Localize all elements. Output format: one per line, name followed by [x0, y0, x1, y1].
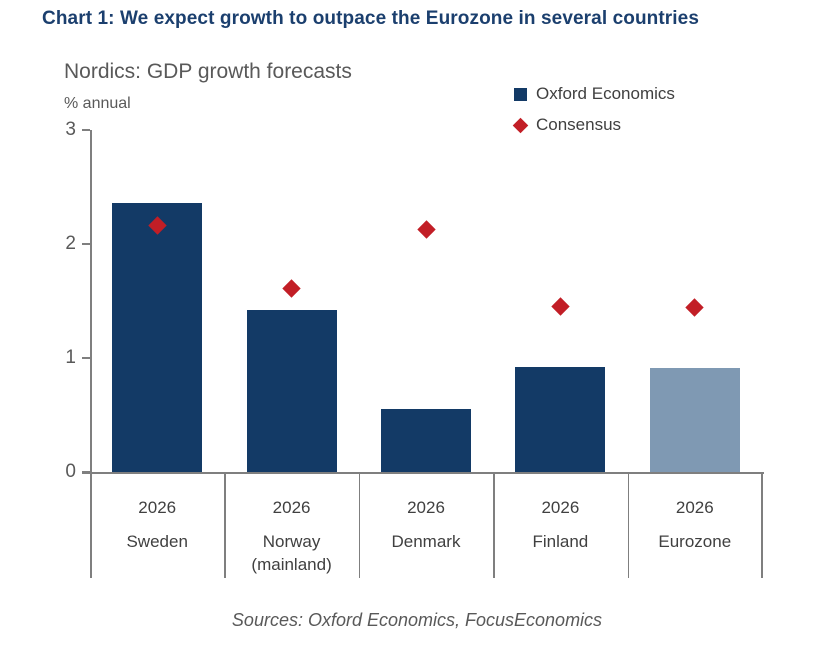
- bar-norway-mainland: [246, 310, 337, 472]
- category-separator-line: [224, 474, 226, 578]
- y-tick-label: 2: [65, 233, 76, 254]
- category-separator-line: [627, 474, 630, 578]
- y-tick-mark: [82, 243, 90, 245]
- legend-item-oxford-economics: Oxford Economics: [514, 83, 675, 105]
- category-year-label: 2026: [138, 498, 177, 517]
- category-label-eurozone: 2026 Eurozone: [628, 474, 762, 553]
- category-year-label: 2026: [541, 498, 580, 517]
- square-icon: [514, 87, 527, 101]
- y-tick-mark: [82, 357, 90, 359]
- page-title: Chart 1: We expect growth to outpace the…: [42, 8, 699, 29]
- y-tick-label: 1: [65, 347, 76, 368]
- y-tick-label: 0: [65, 461, 76, 482]
- category-name-label: Finland: [532, 532, 589, 551]
- y-tick-mark: [82, 471, 90, 473]
- category-year-label: 2026: [272, 498, 311, 517]
- chart-title: Nordics: GDP growth forecasts: [64, 60, 352, 83]
- category-year-label: 2026: [675, 498, 714, 517]
- consensus-marker-denmark: [416, 219, 436, 239]
- category-separator-line: [90, 474, 92, 578]
- legend-label-consensus: Consensus: [536, 115, 622, 134]
- chart-legend: Oxford Economics Consensus: [512, 83, 675, 145]
- bar-eurozone: [649, 368, 740, 472]
- y-axis-unit-label: % annual: [64, 95, 131, 112]
- legend-label-oxford-economics: Oxford Economics: [536, 84, 675, 103]
- y-tick-mark: [82, 129, 90, 131]
- category-name-label: Norway (mainland): [251, 532, 332, 574]
- category-name-label: Sweden: [126, 532, 188, 551]
- category-separator-line: [761, 474, 763, 578]
- bar-sweden: [112, 202, 203, 472]
- consensus-marker-eurozone: [685, 298, 704, 318]
- category-label-denmark: 2026 Denmark: [359, 474, 493, 553]
- category-separator-line: [493, 474, 495, 578]
- sources-note: Sources: Oxford Economics, FocusEconomic…: [231, 610, 603, 630]
- category-year-label: 2026: [407, 498, 445, 517]
- consensus-marker-norway-mainland: [282, 279, 301, 298]
- consensus-marker-finland: [551, 297, 570, 316]
- category-name-label: Eurozone: [658, 532, 732, 551]
- x-axis-line: [82, 472, 764, 474]
- bar-denmark: [381, 409, 471, 472]
- category-label-norway-mainland: 2026 Norway (mainland): [224, 474, 358, 576]
- legend-item-consensus: Consensus: [512, 114, 675, 136]
- category-label-sweden: 2026 Sweden: [90, 474, 224, 553]
- bar-finland: [515, 367, 606, 472]
- y-axis-line: [90, 130, 92, 472]
- category-separator-line: [358, 474, 361, 578]
- category-label-finland: 2026 Finland: [493, 474, 627, 553]
- y-tick-label: 3: [65, 119, 76, 140]
- category-name-label: Denmark: [391, 532, 461, 551]
